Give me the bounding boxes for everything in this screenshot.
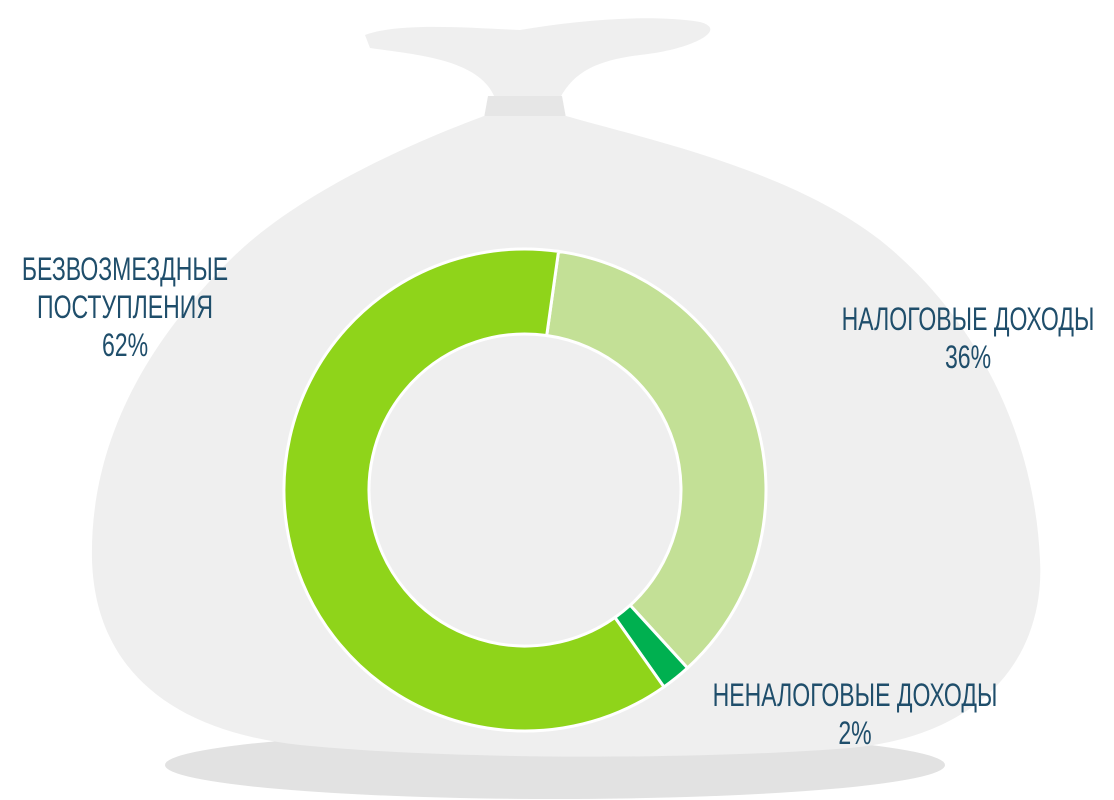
value-label: 62% [101, 327, 149, 363]
category-label: НЕНАЛОГОВЫЕ ДОХОДЫ [712, 677, 998, 713]
donut-segment [545, 249, 768, 671]
donut-segment [282, 247, 667, 733]
segment-label: БЕЗВОЗМЕЗДНЫЕ ПОСТУПЛЕНИЯ 62% [22, 250, 228, 364]
category-label: БЕЗВОЗМЕЗДНЫЕ ПОСТУПЛЕНИЯ [21, 251, 229, 325]
sack-top [365, 18, 711, 99]
value-label: 2% [838, 715, 872, 751]
sack-knot [484, 96, 566, 118]
segment-label: НЕНАЛОГОВЫЕ ДОХОДЫ 2% [713, 676, 998, 752]
segment-label: НАЛОГОВЫЕ ДОХОДЫ 36% [842, 300, 1095, 376]
category-label: НАЛОГОВЫЕ ДОХОДЫ [841, 301, 1095, 337]
value-label: 36% [944, 339, 992, 375]
